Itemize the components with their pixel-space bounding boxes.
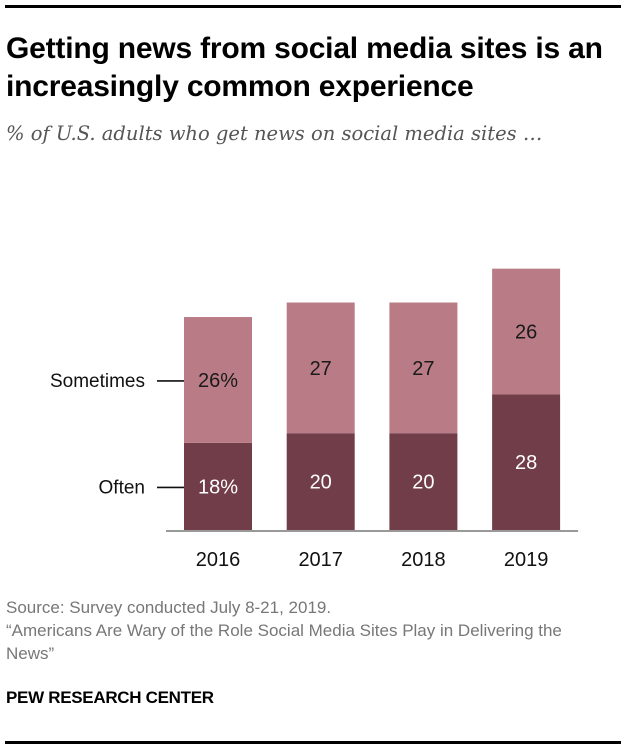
bar-sometimes-2016	[184, 317, 252, 443]
top-rule	[5, 5, 621, 8]
stacked-bar-chart: 18% 26% 2016 20 27 2017 20 27 2018 28 26 2019 Often S…	[50, 268, 579, 571]
data-label-often-2016: 18%	[198, 476, 238, 498]
bar-sometimes-2018	[389, 302, 458, 434]
x-tick-label-2017: 2017	[298, 549, 343, 571]
x-tick-label-2019: 2019	[504, 549, 549, 571]
bar-sometimes-2017	[286, 302, 355, 434]
bar-often-2019	[492, 394, 561, 530]
data-label-often-2019: 28	[515, 452, 537, 474]
data-label-sometimes-2018: 27	[412, 358, 434, 380]
chart-title: Getting news from social media sites is …	[6, 32, 603, 103]
data-label-sometimes-2019: 26	[515, 322, 537, 344]
data-label-sometimes-2017: 27	[310, 358, 332, 380]
brand-logo-text: PEW RESEARCH CENTER	[6, 688, 214, 707]
data-label-often-2018: 20	[412, 472, 434, 494]
x-tick-label-2016: 2016	[196, 549, 241, 571]
x-tick-label-2018: 2018	[401, 549, 446, 571]
chart-subtitle: % of U.S. adults who get news on social …	[6, 122, 543, 145]
data-label-sometimes-2016: 26%	[198, 370, 238, 392]
legend-label-sometimes: Sometimes	[50, 371, 145, 392]
data-label-often-2017: 20	[310, 472, 332, 494]
bar-often-2018	[389, 433, 458, 530]
bottom-rule	[5, 741, 621, 744]
bar-often-2017	[286, 433, 355, 530]
report-title: “Americans Are Wary of the Role Social M…	[6, 621, 562, 663]
bar-sometimes-2019	[492, 268, 561, 395]
bar-often-2016	[184, 442, 252, 530]
legend-label-often: Often	[99, 477, 145, 498]
source-note: Source: Survey conducted July 8-21, 2019…	[6, 598, 332, 617]
